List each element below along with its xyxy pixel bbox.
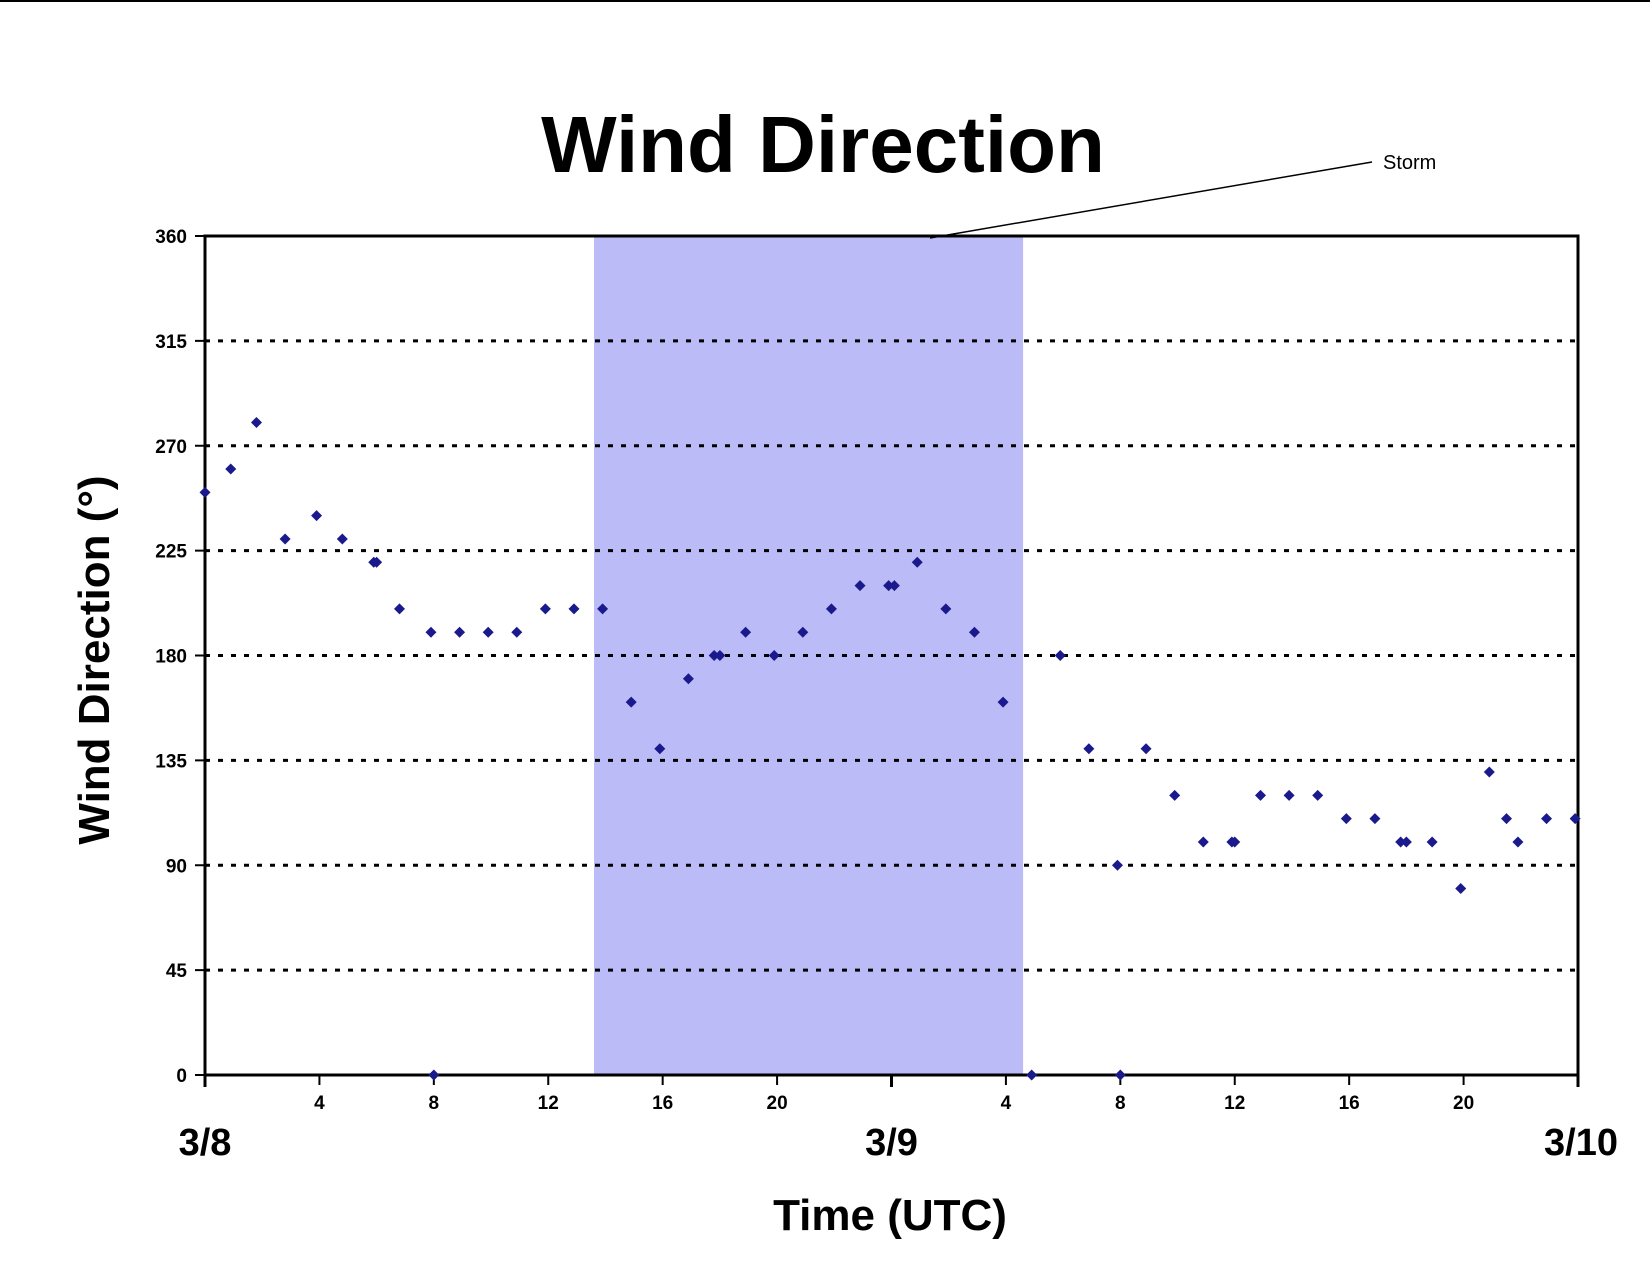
data-point (428, 1069, 440, 1081)
data-point (1283, 789, 1295, 801)
x-tick-label: 20 (767, 1093, 788, 1114)
top-border-line (0, 0, 1650, 2)
y-tick-label: 225 (155, 542, 187, 563)
chart-title: Wind Direction (541, 100, 1105, 189)
x-tick-label: 12 (1224, 1093, 1245, 1114)
x-tick-label: 4 (314, 1093, 325, 1114)
data-point (968, 626, 980, 638)
data-point (714, 650, 726, 661)
data-point (250, 416, 262, 428)
data-point (425, 626, 437, 638)
data-point (1483, 766, 1495, 778)
storm-label: Storm (1383, 152, 1436, 174)
data-point (371, 556, 383, 568)
data-point (1026, 1069, 1038, 1081)
y-tick-label: 135 (155, 751, 187, 772)
x-tick-label: 8 (1115, 1093, 1126, 1114)
x-tick-label: 12 (538, 1093, 559, 1114)
data-point (1455, 883, 1467, 895)
storm-callout-line (929, 161, 1373, 239)
data-point (225, 463, 237, 475)
data-point (336, 533, 348, 545)
data-point (1569, 813, 1581, 825)
data-point (682, 673, 694, 685)
data-point (1197, 836, 1209, 848)
y-tick-label: 180 (155, 647, 187, 668)
data-point (568, 603, 580, 615)
day-label: 3/10 (1544, 1122, 1618, 1164)
data-point (1395, 836, 1407, 848)
x-tick-label: 20 (1453, 1093, 1474, 1114)
data-point (199, 486, 211, 498)
y-tick-label: 90 (166, 856, 187, 877)
data-point (940, 603, 952, 615)
data-point (1312, 789, 1324, 801)
data-point (654, 743, 666, 755)
data-point (888, 580, 900, 592)
y-tick-label: 315 (155, 332, 187, 353)
data-point (1114, 1069, 1126, 1081)
data-point (768, 650, 780, 661)
data-point (625, 696, 637, 708)
data-point (1169, 789, 1181, 801)
data-point (1229, 836, 1241, 848)
data-point (825, 603, 837, 615)
y-tick-label: 270 (155, 437, 187, 458)
data-point (740, 626, 752, 638)
data-point (279, 533, 291, 545)
data-point (1111, 859, 1123, 871)
x-tick-label: 16 (652, 1093, 673, 1114)
data-point (911, 556, 923, 568)
x-axis-label: Time (UTC) (773, 1191, 1007, 1240)
data-point (482, 626, 494, 638)
data-point (394, 603, 406, 615)
data-point (311, 510, 323, 522)
x-tick-label: 16 (1339, 1093, 1360, 1114)
data-point (1254, 789, 1266, 801)
data-point (708, 650, 720, 661)
y-tick-label: 45 (166, 961, 188, 982)
x-tick-label: 8 (429, 1093, 440, 1114)
data-point (1500, 813, 1512, 825)
data-point (597, 603, 609, 615)
data-point (1512, 836, 1524, 848)
data-point (997, 696, 1009, 708)
data-point (883, 580, 895, 592)
y-axis-label: Wind Direction (°) (70, 475, 119, 844)
day-label: 3/8 (179, 1122, 232, 1164)
data-point (797, 626, 809, 638)
data-point (511, 626, 523, 638)
data-point (1140, 743, 1152, 755)
storm-shaded-region (594, 236, 1024, 1075)
data-point (454, 626, 466, 638)
data-point (1083, 743, 1095, 755)
data-point (1054, 650, 1066, 661)
data-point (539, 603, 551, 615)
data-point (1340, 813, 1352, 825)
data-point (1400, 836, 1412, 848)
day-label: 3/9 (865, 1122, 918, 1164)
y-tick-label: 360 (155, 227, 187, 248)
y-tick-label: 0 (176, 1066, 187, 1087)
data-point (854, 580, 866, 592)
data-point (1426, 836, 1438, 848)
data-point (1541, 813, 1553, 825)
x-tick-label: 4 (1001, 1093, 1012, 1114)
data-point (1369, 813, 1381, 825)
